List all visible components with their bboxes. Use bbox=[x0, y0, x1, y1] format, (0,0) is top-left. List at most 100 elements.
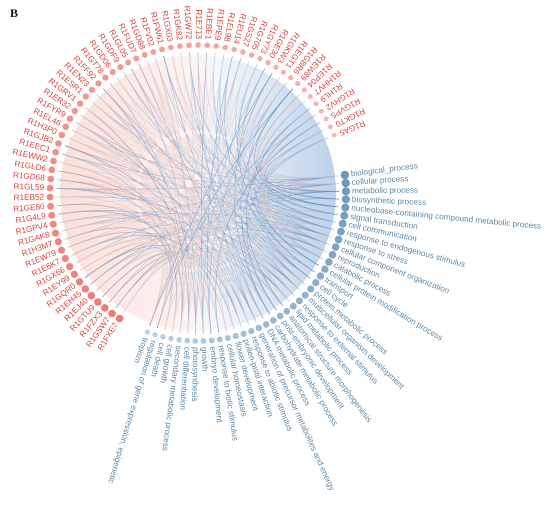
gene-node bbox=[65, 262, 74, 271]
gene-node bbox=[46, 184, 54, 192]
gene-node bbox=[70, 270, 78, 278]
go-term-node bbox=[301, 291, 309, 299]
go-term-node bbox=[270, 317, 277, 324]
gene-node bbox=[101, 304, 109, 312]
gene-node bbox=[50, 157, 57, 165]
go-term-node bbox=[192, 338, 199, 344]
gene-node bbox=[213, 43, 219, 49]
gene-node bbox=[117, 64, 124, 71]
link-gradient-fill bbox=[60, 55, 336, 331]
gene-node bbox=[48, 166, 56, 174]
go-term-label: photosynthesis bbox=[190, 347, 200, 402]
go-term-node bbox=[168, 335, 174, 342]
gene-node bbox=[331, 132, 337, 138]
gene-node bbox=[125, 59, 132, 66]
gene-node bbox=[109, 69, 116, 76]
gene-node bbox=[62, 123, 69, 131]
go-term-node bbox=[338, 219, 347, 228]
gene-label: R1E713 bbox=[194, 9, 203, 39]
link-bundle bbox=[57, 51, 340, 335]
gene-node bbox=[82, 93, 89, 100]
gene-node bbox=[222, 44, 228, 51]
gene-label: R1EPE9 bbox=[213, 9, 226, 42]
gene-node bbox=[48, 211, 56, 219]
go-term-node bbox=[160, 334, 166, 340]
go-term-node bbox=[152, 332, 158, 338]
go-term-node bbox=[337, 227, 345, 236]
gene-node bbox=[195, 42, 201, 48]
go-term-label: regulation of gene expression, epigeneti… bbox=[106, 339, 158, 485]
go-term-node bbox=[340, 211, 349, 220]
go-term-node bbox=[283, 307, 291, 315]
gene-label: R1GD68 bbox=[13, 171, 46, 183]
gene-label: R1EBE1 bbox=[203, 8, 214, 40]
go-term-label: cellular process bbox=[351, 174, 408, 187]
gene-node bbox=[49, 220, 57, 228]
gene-node bbox=[94, 298, 102, 306]
go-term-node bbox=[341, 187, 351, 196]
go-term-node bbox=[312, 279, 320, 287]
go-term-node bbox=[232, 333, 239, 340]
gene-node bbox=[55, 140, 62, 147]
gene-node bbox=[307, 94, 313, 100]
gene-node bbox=[280, 69, 287, 75]
gene-node bbox=[313, 101, 319, 107]
gene-node bbox=[87, 291, 96, 300]
go-term-node bbox=[216, 336, 223, 343]
gene-node bbox=[88, 86, 96, 93]
gene-node bbox=[318, 108, 324, 114]
go-term-node bbox=[328, 250, 337, 259]
gene-node bbox=[46, 193, 54, 201]
gene-label: R1GL59 bbox=[13, 182, 44, 192]
gene-node bbox=[204, 42, 211, 49]
gene-node bbox=[108, 309, 116, 318]
go-term-node bbox=[334, 235, 343, 244]
gene-node bbox=[54, 238, 62, 246]
go-term-node bbox=[341, 203, 350, 212]
go-term-node bbox=[276, 312, 284, 320]
gene-node bbox=[71, 107, 79, 115]
go-term-node bbox=[321, 265, 329, 273]
gene-node bbox=[248, 52, 255, 58]
gene-node bbox=[159, 46, 165, 53]
gene-node bbox=[323, 116, 329, 122]
gene-node bbox=[141, 51, 148, 58]
go-term-node bbox=[200, 338, 207, 344]
gene-node bbox=[81, 285, 89, 293]
gene-node bbox=[47, 175, 55, 183]
go-term-node bbox=[255, 324, 263, 332]
gene-label: R1GE80 bbox=[13, 202, 46, 214]
gene-node bbox=[231, 46, 237, 53]
go-term-node bbox=[240, 330, 247, 337]
go-term-node bbox=[224, 334, 231, 342]
go-term-node bbox=[289, 302, 297, 310]
go-term-node bbox=[262, 321, 270, 328]
gene-node bbox=[52, 148, 60, 156]
gene-node bbox=[327, 124, 333, 130]
gene-node bbox=[265, 59, 271, 66]
go-term-node bbox=[341, 178, 350, 188]
gene-node bbox=[66, 115, 74, 122]
gene-node bbox=[115, 314, 124, 323]
go-term-node bbox=[208, 337, 215, 344]
go-term-node bbox=[331, 243, 340, 251]
go-term-node bbox=[316, 272, 325, 280]
gene-label: R1GK82 bbox=[171, 8, 184, 41]
go-term-node bbox=[295, 297, 303, 305]
go-term-node bbox=[144, 329, 150, 335]
gene-node bbox=[47, 202, 55, 210]
go-term-node bbox=[176, 337, 182, 343]
go-term-node bbox=[307, 285, 315, 293]
gene-node bbox=[288, 75, 294, 81]
gene-node bbox=[102, 74, 109, 81]
gene-node bbox=[186, 42, 192, 49]
gene-node bbox=[295, 81, 301, 87]
gene-node bbox=[168, 44, 174, 51]
panel-label: B bbox=[10, 6, 19, 20]
gene-node bbox=[75, 278, 84, 286]
gene-node bbox=[51, 229, 60, 237]
gene-node bbox=[150, 48, 157, 55]
gene-label: R1GW72 bbox=[182, 5, 193, 40]
gene-node bbox=[133, 55, 140, 62]
